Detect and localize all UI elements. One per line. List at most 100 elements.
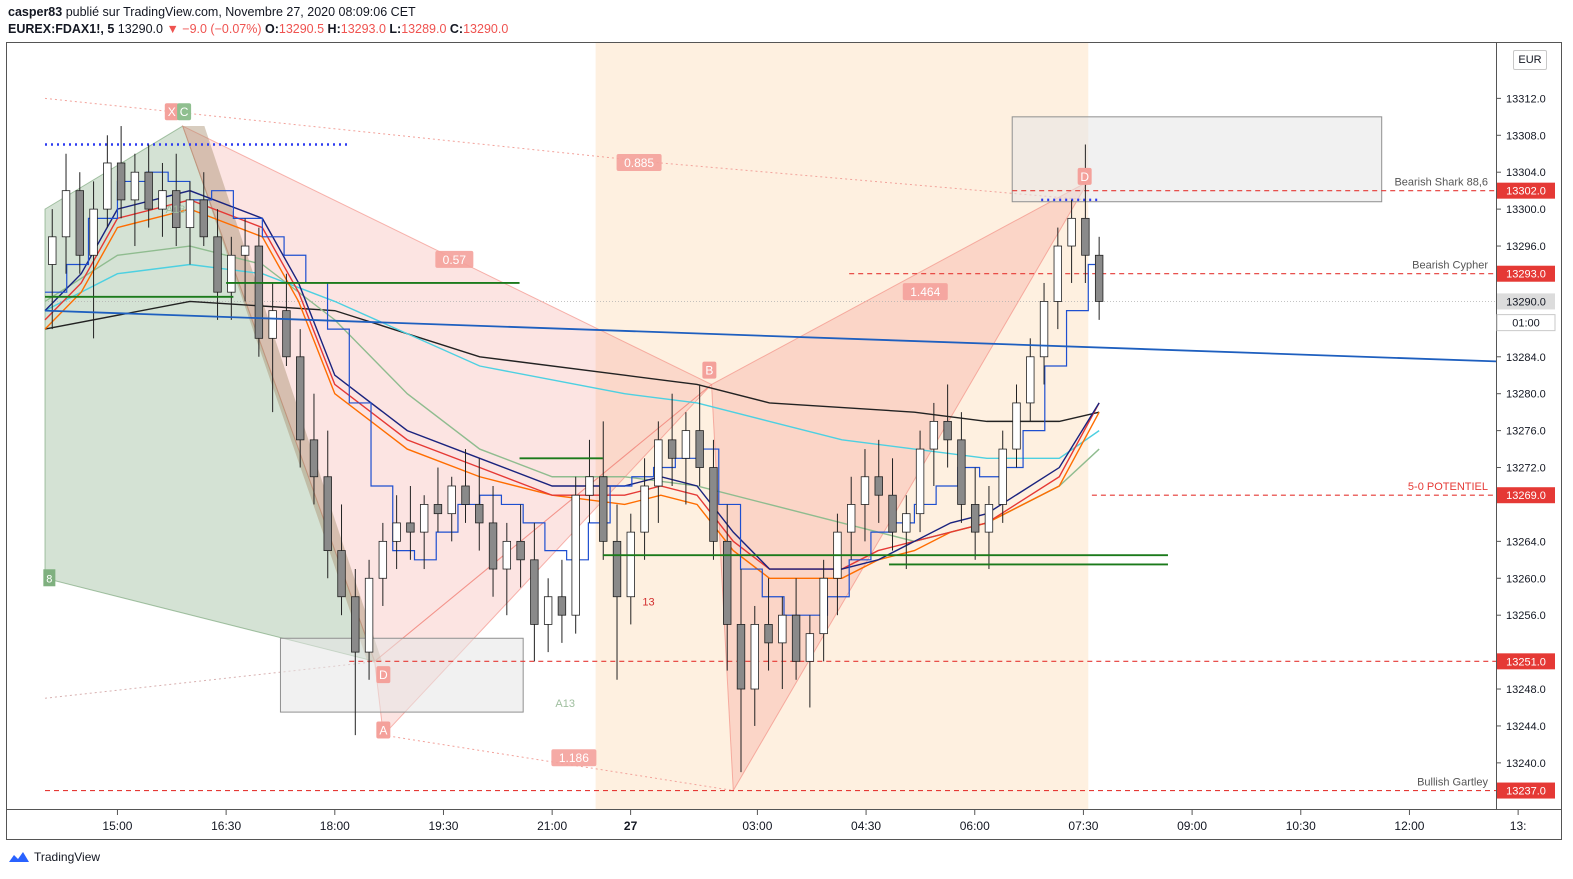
candle-body xyxy=(791,614,801,662)
candle-body xyxy=(654,439,663,487)
candle-body xyxy=(750,624,759,690)
candle-body xyxy=(309,439,319,478)
candle-body xyxy=(943,420,952,441)
price-tag: 01:00 xyxy=(1512,318,1540,330)
price-tag: 13290.0 xyxy=(1506,296,1546,308)
price-tag: 13293.0 xyxy=(1506,269,1546,281)
candle-body xyxy=(172,190,181,228)
candle-body xyxy=(1067,217,1076,247)
candle-body xyxy=(819,577,828,635)
candle-body xyxy=(929,420,939,450)
level-label: Bearish Shark 88,6 xyxy=(1394,177,1488,189)
candle-body xyxy=(709,467,718,542)
ratio-label: 1.186 xyxy=(559,751,589,765)
price-tick-label: 13244.0 xyxy=(1506,721,1546,733)
level-label: Bearish Cypher xyxy=(1412,260,1488,272)
candle-body xyxy=(351,596,360,653)
time-tick-label: 15:00 xyxy=(102,819,132,833)
low-value: 13289.0 xyxy=(401,22,447,36)
pattern-point-bg xyxy=(1077,167,1092,185)
candle-body xyxy=(296,356,305,441)
candle-body xyxy=(1026,356,1035,404)
price-tag-bg xyxy=(1497,182,1555,199)
candle-body xyxy=(488,522,498,570)
price-tag: 13302.0 xyxy=(1506,186,1546,198)
reversal-zone-0 xyxy=(279,637,524,713)
time-tick-label: 16:30 xyxy=(211,819,241,833)
price-tick-label: 13308.0 xyxy=(1506,130,1546,142)
time-tick-label: 19:30 xyxy=(428,819,458,833)
candle-body xyxy=(213,236,222,293)
symbol-name[interactable]: EUREX:FDAX1!, 5 xyxy=(8,22,115,36)
author-name[interactable]: casper83 xyxy=(8,5,63,19)
marker-label: A13 xyxy=(166,204,186,216)
pattern-point-label: A xyxy=(379,724,387,738)
candle-body xyxy=(585,476,594,496)
footer-brand[interactable]: TradingView xyxy=(8,850,100,864)
time-tick-label: 03:00 xyxy=(742,819,772,833)
candle-body xyxy=(736,624,746,690)
candle-body xyxy=(337,550,346,598)
price-tick-label: 13256.0 xyxy=(1506,610,1546,622)
price-tag-bg xyxy=(1497,265,1555,282)
price-tick-label: 13280.0 xyxy=(1506,389,1546,401)
candle-body xyxy=(860,476,870,505)
ratio-line-xd xyxy=(44,660,379,699)
price-tick-label: 13304.0 xyxy=(1506,167,1546,179)
footer-brand-label: TradingView xyxy=(34,850,101,864)
last-price: 13290.0 xyxy=(117,22,163,36)
reversal-zone-1 xyxy=(1011,116,1383,203)
price-tag-bg xyxy=(1497,782,1555,799)
open-label: O: xyxy=(264,22,279,36)
candle-body xyxy=(406,522,415,533)
ratio-line-ac xyxy=(383,734,734,792)
level-label: 5-0 POTENTIEL xyxy=(1408,481,1488,493)
candle-body xyxy=(254,245,264,339)
candle-body xyxy=(502,540,512,570)
pattern-point-label: C xyxy=(180,105,189,119)
candle-body xyxy=(902,513,911,533)
candle-body xyxy=(599,476,608,542)
candle-body xyxy=(640,485,649,533)
open-value: 13290.5 xyxy=(278,22,325,36)
candle-body xyxy=(1094,254,1104,302)
high-value: 13293.0 xyxy=(340,22,386,36)
time-tick-label: 18:00 xyxy=(320,819,350,833)
trend-step-line xyxy=(45,171,1100,616)
symbol-line: EUREX:FDAX1!, 5 13290.0 ▼ −9.0 (−0.07%) … xyxy=(8,21,508,38)
trend-line xyxy=(44,309,1496,363)
price-tag: 13269.0 xyxy=(1506,490,1546,502)
price-tick-label: 13272.0 xyxy=(1506,463,1546,475)
candle-body xyxy=(461,485,470,505)
publish-line: casper83 publié sur TradingView.com, Nov… xyxy=(8,4,508,21)
candle-body xyxy=(185,199,195,228)
candle-body xyxy=(433,504,443,515)
high-label: H: xyxy=(327,22,341,36)
pattern-point-label: C xyxy=(729,816,738,830)
time-tick-label: 09:00 xyxy=(1177,819,1207,833)
price-tag-bg xyxy=(1497,487,1555,504)
candle-body xyxy=(764,624,773,644)
chart-pane[interactable] xyxy=(6,42,1496,810)
candle-body xyxy=(626,531,635,598)
candle-body xyxy=(805,633,815,662)
candle-body xyxy=(282,310,291,358)
pattern-point-label: B xyxy=(705,364,713,378)
time-axis[interactable] xyxy=(6,810,1562,840)
session-band xyxy=(595,43,1089,809)
close-label: C: xyxy=(449,22,464,36)
candle-body xyxy=(103,162,112,210)
candle-body xyxy=(998,448,1007,505)
currency-button[interactable]: EUR xyxy=(1513,50,1547,70)
marker-label: 8 xyxy=(46,573,52,585)
price-axis[interactable] xyxy=(1496,42,1562,810)
close-value: 13290.0 xyxy=(463,22,509,36)
time-tick-label: 12:00 xyxy=(1394,819,1424,833)
candle-body xyxy=(847,504,856,533)
pattern-point-bg xyxy=(726,814,740,831)
pattern-point-label: D xyxy=(1080,170,1089,184)
candle-body xyxy=(323,476,332,551)
ratio-label-bg xyxy=(902,283,948,301)
ratio-line-bd xyxy=(660,162,1089,201)
